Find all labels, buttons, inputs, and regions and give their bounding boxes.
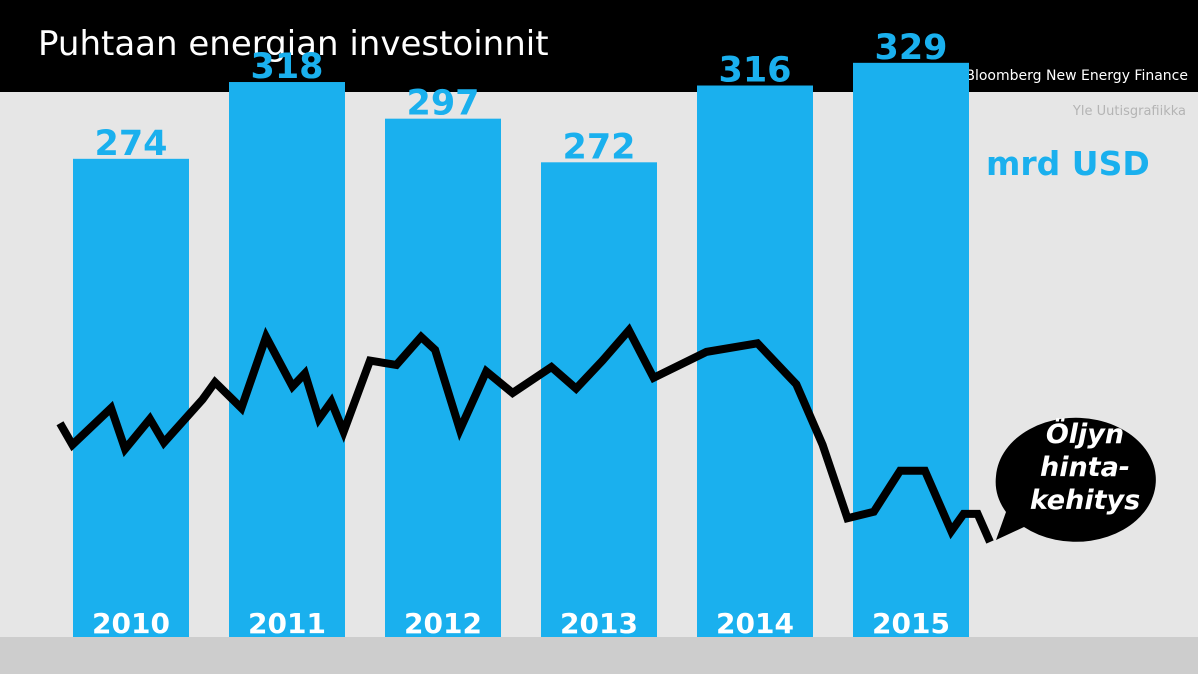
- data-label-2014: 316: [718, 51, 791, 91]
- bar-2011: [229, 82, 345, 637]
- data-label-2011: 318: [250, 47, 323, 87]
- bar-2015: [853, 62, 969, 638]
- data-label-2015: 329: [874, 28, 947, 68]
- category-label-2010: 2010: [92, 607, 170, 640]
- oil-price-label: Öljyn hinta- kehitys: [1018, 418, 1152, 517]
- bar-2014: [697, 85, 813, 637]
- category-label-2011: 2011: [248, 607, 326, 640]
- category-label-2015: 2015: [872, 607, 950, 640]
- data-label-2010: 274: [94, 124, 167, 164]
- bar-2010: [73, 158, 189, 637]
- footer-strip: [0, 637, 1198, 674]
- oil-label-line-2: hinta-: [1039, 452, 1131, 483]
- data-label-2012: 297: [406, 84, 479, 124]
- unit-label: mrd USD: [986, 144, 1150, 183]
- oil-label-bubble: [995, 417, 1156, 542]
- oil-price-line: [56, 323, 994, 544]
- data-label-2013: 272: [562, 127, 635, 167]
- category-label-2014: 2014: [716, 607, 794, 640]
- header-bar: Puhtaan energian investoinnit Lähde: Blo…: [0, 0, 1198, 92]
- chart-title: Puhtaan energian investoinnit: [38, 24, 549, 64]
- bar-2013: [541, 162, 657, 637]
- category-label-2013: 2013: [560, 607, 638, 640]
- category-label-2012: 2012: [404, 607, 482, 640]
- oil-label-line-1: Öljyn: [1045, 419, 1125, 450]
- source-text: Lähde: Bloomberg New Energy Finance: [913, 68, 1188, 84]
- credit-text: Yle Uutisgrafiikka: [1072, 104, 1186, 119]
- oil-label-line-3: kehitys: [1029, 485, 1141, 516]
